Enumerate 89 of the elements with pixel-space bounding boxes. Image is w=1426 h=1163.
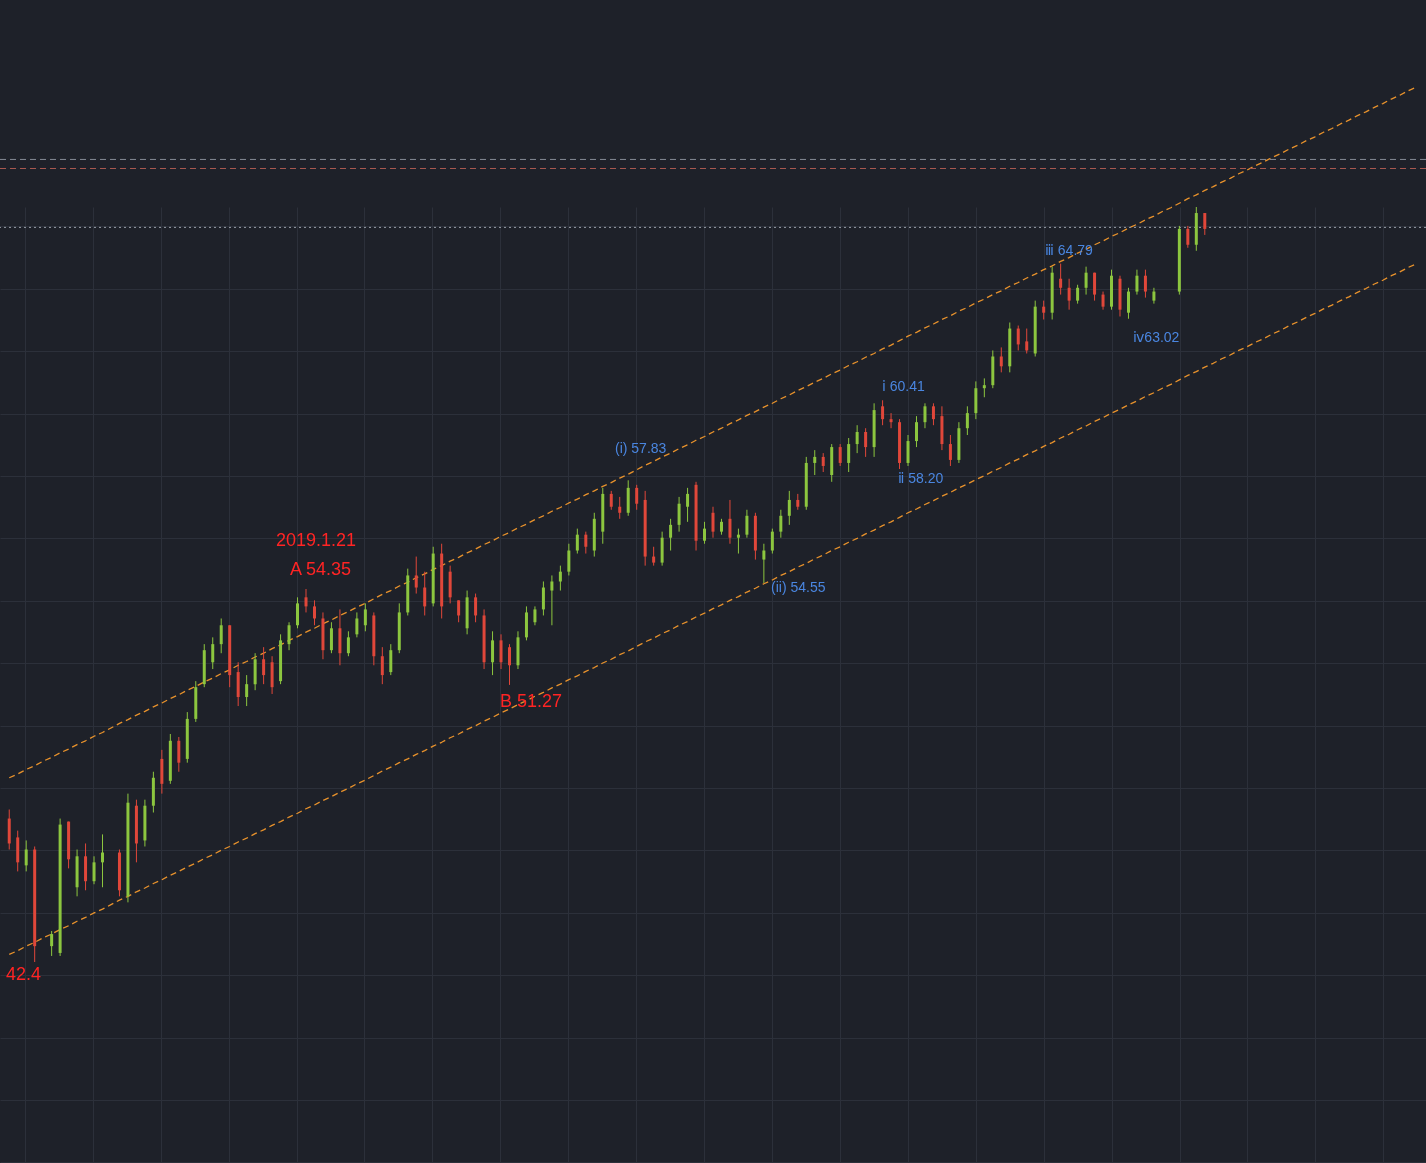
candlestick xyxy=(312,599,316,626)
candlestick xyxy=(889,412,893,429)
candlestick xyxy=(855,424,859,454)
candlestick xyxy=(728,499,732,545)
candlestick xyxy=(423,571,427,616)
candlestick xyxy=(558,565,562,592)
candlestick xyxy=(355,611,359,638)
candlestick xyxy=(1084,266,1088,296)
candlestick xyxy=(304,588,308,613)
annotation: (i) 57.83 xyxy=(615,440,667,456)
candlestick xyxy=(652,546,656,567)
candlestick xyxy=(787,490,791,526)
candlestick xyxy=(575,528,579,555)
candlestick xyxy=(948,434,952,467)
annotation: A 54.35 xyxy=(290,559,352,579)
candlestick xyxy=(736,528,740,555)
candlestick xyxy=(1059,263,1063,296)
candlestick xyxy=(1126,287,1130,320)
candlestick xyxy=(287,621,291,651)
candlestick xyxy=(584,531,588,555)
candlestick xyxy=(1042,300,1046,320)
candlestick xyxy=(821,452,825,473)
candlestick xyxy=(491,630,495,676)
candlestick xyxy=(915,415,918,448)
candlestick xyxy=(457,599,461,623)
candlestick xyxy=(703,521,707,545)
candlestick xyxy=(414,556,418,595)
candlestick xyxy=(541,580,545,616)
candlestick xyxy=(177,736,181,773)
candlestick xyxy=(1016,325,1020,351)
candlestick xyxy=(499,633,503,670)
annotation: ⅳ63.02 xyxy=(1133,329,1180,345)
candlestick xyxy=(779,509,783,539)
candlestick xyxy=(965,405,969,436)
candlestick xyxy=(770,528,774,555)
candlestick xyxy=(1135,269,1139,296)
candlestick xyxy=(567,543,571,576)
candlestick xyxy=(474,593,478,623)
candlestick xyxy=(686,487,690,523)
candlestick xyxy=(92,855,96,885)
candlestick xyxy=(50,930,54,957)
candlestick xyxy=(1186,225,1190,249)
candlestick xyxy=(533,605,537,626)
candlestick xyxy=(813,449,817,476)
candlestick xyxy=(346,630,350,657)
candlestick xyxy=(669,518,673,552)
annotation: ⅲ 64.79 xyxy=(1045,242,1094,258)
candlestick xyxy=(999,346,1003,373)
candlestick xyxy=(262,646,266,685)
candlestick xyxy=(550,574,554,626)
annotation: ⅰ 60.41 xyxy=(882,378,926,394)
annotation: B 51.27 xyxy=(500,691,563,711)
candlestick xyxy=(211,636,215,670)
candlestick xyxy=(864,427,868,458)
candlestick xyxy=(931,402,935,426)
candlestick xyxy=(24,839,28,872)
candlestick xyxy=(389,643,393,676)
candlestick xyxy=(745,509,749,539)
candlestick xyxy=(1025,328,1029,354)
candlestick xyxy=(329,621,333,654)
candlestick xyxy=(380,646,384,685)
candlestick xyxy=(762,543,766,584)
candlestick xyxy=(609,490,613,511)
candlestick xyxy=(1076,284,1080,305)
candlestick xyxy=(618,496,622,520)
candlestick xyxy=(1093,272,1097,302)
candlestick xyxy=(881,399,885,426)
annotation: 2019.1.21 xyxy=(276,530,357,550)
candlestick xyxy=(711,506,715,539)
candlestick xyxy=(982,377,986,398)
candlestick xyxy=(296,596,300,629)
candlestick xyxy=(245,674,249,707)
text: 42.4 xyxy=(6,964,42,984)
annotation: (ii) 54.55 xyxy=(771,579,826,595)
candlestick xyxy=(923,402,927,429)
candlestick xyxy=(508,643,511,686)
candlestick xyxy=(101,833,105,888)
candlestick xyxy=(219,617,223,654)
candlestick xyxy=(363,602,367,632)
candlestick xyxy=(635,484,639,511)
candlestick xyxy=(677,496,681,533)
candlestick xyxy=(1101,291,1105,311)
candlestick xyxy=(847,437,851,473)
candlestick xyxy=(906,434,910,467)
candlestick xyxy=(1067,278,1071,311)
candlestick xyxy=(838,443,842,467)
annotation: ⅱ 58.20 xyxy=(898,470,944,486)
candlestick xyxy=(1143,269,1147,299)
candlestick xyxy=(1203,212,1207,236)
